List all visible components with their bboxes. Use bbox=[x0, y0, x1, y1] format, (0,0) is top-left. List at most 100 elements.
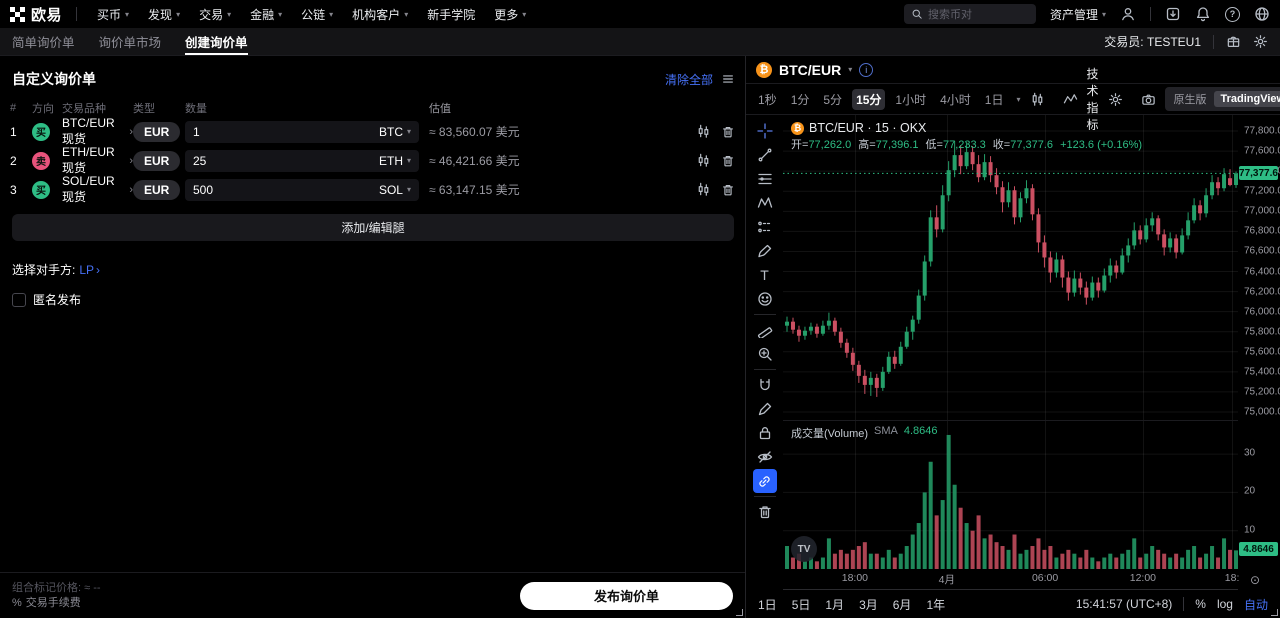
counterparty-select[interactable]: LP › bbox=[79, 262, 101, 277]
currency-dropdown[interactable]: SOL ▾ bbox=[379, 183, 411, 197]
range-1日[interactable]: 1日 bbox=[758, 597, 777, 612]
native-version-tab[interactable]: 原生版 bbox=[1173, 94, 1207, 106]
topnav-item-2[interactable]: 交易 ▾ bbox=[199, 6, 231, 23]
submit-rfq-button[interactable]: 发布询价单 bbox=[520, 581, 733, 610]
magnet-icon[interactable] bbox=[753, 373, 777, 397]
range-1月[interactable]: 1月 bbox=[825, 597, 845, 612]
info-icon[interactable]: i bbox=[859, 62, 874, 77]
auto-scale-button[interactable]: 自动 bbox=[1243, 597, 1268, 612]
camera-snapshot-icon[interactable] bbox=[1141, 92, 1156, 107]
anonymous-checkbox-row[interactable]: 匿名发布 bbox=[0, 278, 745, 308]
tab-简单询价单[interactable]: 简单询价单 bbox=[12, 36, 75, 50]
emoji-icon[interactable] bbox=[753, 287, 777, 311]
instrument-selector[interactable]: SOL/EUR 现货 › bbox=[62, 174, 133, 205]
price-scale[interactable]: ⊙ 77,800.077,600.077,400.077,200.077,000… bbox=[1238, 115, 1280, 590]
range-1年[interactable]: 1年 bbox=[926, 597, 946, 612]
chevron-down-icon[interactable]: ▾ bbox=[848, 65, 853, 74]
chart-settings-gear-icon[interactable] bbox=[1108, 92, 1123, 107]
instrument-selector[interactable]: BTC/EUR 现货 › bbox=[62, 116, 133, 147]
xabcd-pattern-icon[interactable] bbox=[753, 191, 777, 215]
indicators-label[interactable]: 技术指标 bbox=[1086, 67, 1099, 132]
topnav-item-0[interactable]: 买币 ▾ bbox=[97, 6, 129, 23]
fib-retracement-icon[interactable] bbox=[753, 167, 777, 191]
trend-line-icon[interactable] bbox=[753, 143, 777, 167]
topnav-item-5[interactable]: 机构客户 ▾ bbox=[352, 6, 408, 23]
lock-drawings-icon[interactable] bbox=[753, 421, 777, 445]
tab-询价单市场[interactable]: 询价单市场 bbox=[98, 36, 162, 50]
time-axis[interactable]: 18:00 4月 06:00 12:00 18: bbox=[783, 568, 1239, 590]
settings-gear-icon[interactable] bbox=[1253, 34, 1268, 49]
type-pill[interactable]: EUR bbox=[133, 121, 181, 142]
symbol-selector[interactable]: BTC/EUR bbox=[779, 61, 842, 78]
interval-4小时[interactable]: 4小时 bbox=[940, 92, 971, 107]
sync-link-icon[interactable] bbox=[752, 469, 777, 493]
volume-pane[interactable]: 成交量(Volume) SMA 4.8646 TV bbox=[783, 420, 1238, 569]
clock[interactable]: 15:41:57 (UTC+8) bbox=[1075, 597, 1173, 611]
type-pill[interactable]: EUR bbox=[133, 150, 181, 171]
hide-drawings-eye-icon[interactable] bbox=[753, 445, 777, 469]
topnav-item-3[interactable]: 金融 ▾ bbox=[250, 6, 282, 23]
notifications-icon[interactable] bbox=[1195, 6, 1211, 22]
delete-leg-icon[interactable] bbox=[721, 154, 735, 168]
indicators-icon[interactable] bbox=[1063, 92, 1078, 107]
resize-corner[interactable] bbox=[736, 609, 743, 616]
range-6月[interactable]: 6月 bbox=[892, 597, 912, 612]
topnav-item-1[interactable]: 发现 ▾ bbox=[148, 6, 180, 23]
instrument-selector[interactable]: ETH/EUR 现货 › bbox=[62, 145, 133, 176]
percent-scale-button[interactable]: % bbox=[1195, 597, 1206, 611]
currency-dropdown[interactable]: ETH ▾ bbox=[379, 154, 411, 168]
scroll-to-realtime-icon[interactable]: ⊙ bbox=[1250, 573, 1261, 587]
amount-input[interactable]: 1 BTC ▾ bbox=[185, 120, 419, 143]
interval-1小时[interactable]: 1小时 bbox=[895, 92, 927, 107]
topnav-item-7[interactable]: 更多 ▾ bbox=[494, 6, 526, 23]
log-scale-button[interactable]: log bbox=[1216, 597, 1233, 611]
brush-icon[interactable] bbox=[753, 239, 777, 263]
search-input[interactable]: 搜索币对 bbox=[903, 4, 1036, 24]
topnav-item-4[interactable]: 公链 ▾ bbox=[301, 6, 333, 23]
range-5日[interactable]: 5日 bbox=[791, 597, 811, 612]
range-3月[interactable]: 3月 bbox=[859, 597, 878, 612]
type-pill[interactable]: EUR bbox=[133, 179, 181, 200]
help-icon[interactable]: ? bbox=[1225, 6, 1240, 22]
mini-chart-icon[interactable] bbox=[696, 182, 711, 197]
tab-创建询价单[interactable]: 创建询价单 bbox=[185, 28, 248, 55]
add-edit-legs-button[interactable]: 添加/编辑腿 bbox=[12, 214, 734, 241]
crosshair-icon[interactable] bbox=[753, 119, 777, 143]
drawing-mode-pencil-icon[interactable] bbox=[753, 397, 777, 421]
amount-input[interactable]: 500 SOL ▾ bbox=[185, 178, 419, 201]
list-menu-icon[interactable] bbox=[721, 72, 735, 86]
measure-ruler-icon[interactable] bbox=[753, 318, 777, 342]
interval-5分[interactable]: 5分 bbox=[823, 92, 843, 107]
candle-body bbox=[1180, 235, 1185, 253]
mini-chart-icon[interactable] bbox=[696, 124, 711, 139]
download-app-icon[interactable] bbox=[1165, 6, 1181, 22]
interval-15分[interactable]: 15分 bbox=[852, 88, 886, 110]
interval-1秒[interactable]: 1秒 bbox=[758, 92, 777, 107]
text-tool-icon[interactable]: T bbox=[760, 267, 769, 283]
delete-leg-icon[interactable] bbox=[721, 183, 735, 197]
checkbox[interactable] bbox=[12, 292, 26, 307]
mini-chart-icon[interactable] bbox=[696, 153, 711, 168]
subnav: 简单询价单 询价单市场 创建询价单 交易员: TESTEU1 bbox=[0, 28, 1280, 56]
clear-all-link[interactable]: 清除全部 bbox=[664, 72, 713, 87]
price-pane[interactable]: ₿ BTC/EUR · 15 · OKX 开=77,262.0 高=77,396.… bbox=[783, 115, 1238, 420]
delete-leg-icon[interactable] bbox=[721, 125, 735, 139]
okx-logo[interactable]: 欧易 bbox=[10, 4, 62, 25]
profile-icon[interactable] bbox=[1120, 6, 1136, 22]
currency-dropdown[interactable]: BTC ▾ bbox=[379, 125, 411, 139]
language-globe-icon[interactable] bbox=[1254, 6, 1270, 22]
rewards-box-icon[interactable] bbox=[1226, 34, 1241, 49]
topnav-item-6[interactable]: 新手学院 bbox=[427, 6, 475, 23]
interval-1日[interactable]: 1日 bbox=[984, 92, 1004, 107]
resize-corner[interactable] bbox=[1271, 609, 1278, 616]
fee-line[interactable]: % 交易手续费 bbox=[12, 596, 81, 609]
interval-1分[interactable]: 1分 bbox=[790, 92, 810, 107]
forecast-icon[interactable] bbox=[753, 215, 777, 239]
amount-input[interactable]: 25 ETH ▾ bbox=[185, 149, 419, 172]
candle-style-icon[interactable] bbox=[1030, 92, 1045, 107]
tradingview-tab[interactable]: TradingView bbox=[1213, 91, 1280, 107]
zoom-in-icon[interactable] bbox=[753, 342, 777, 366]
assets-menu[interactable]: 资产管理 ▾ bbox=[1049, 7, 1106, 22]
interval-more-chevron[interactable]: ▾ bbox=[1016, 94, 1021, 104]
remove-drawings-trash-icon[interactable] bbox=[753, 500, 777, 524]
